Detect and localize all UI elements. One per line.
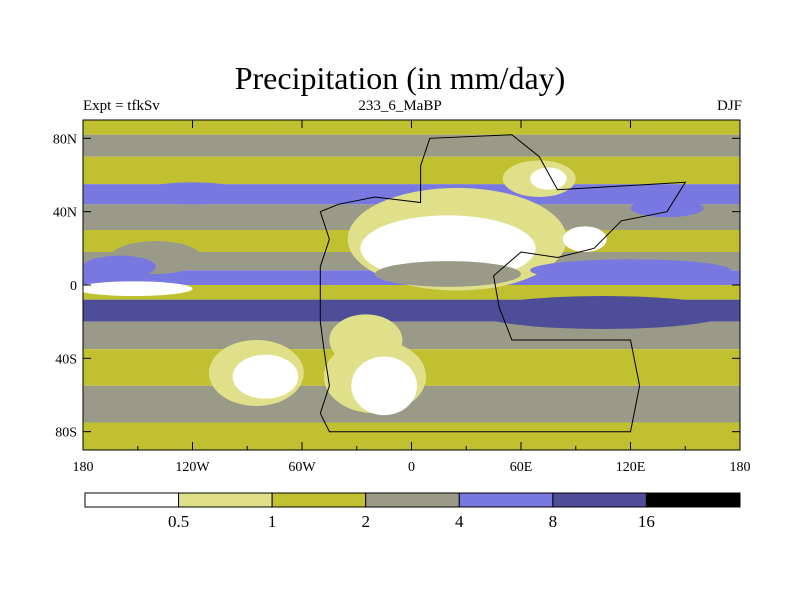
band-8	[83, 285, 740, 300]
colorbar-box-4	[458, 492, 554, 508]
y-tick-label-3: 40S	[55, 352, 77, 367]
colorbar-box-3	[365, 492, 460, 508]
patch-10	[562, 226, 607, 253]
patch-0	[83, 281, 193, 296]
patch-13	[475, 296, 731, 329]
colorbar-box-1	[178, 492, 273, 508]
experiment-label: Expt = tfkSv	[83, 98, 160, 114]
x-tick-label-2: 60W	[288, 460, 316, 475]
band-2	[83, 156, 740, 185]
colorbar-label-4: 8	[549, 512, 558, 531]
x-tick-label-0: 180	[73, 460, 94, 475]
y-tick-label-1: 40N	[53, 206, 77, 221]
patch-14	[375, 261, 521, 287]
contour-fields	[83, 120, 740, 450]
chart-title: Precipitation (in mm/day)	[234, 60, 566, 96]
patch-12	[530, 167, 567, 190]
patch-2	[83, 255, 156, 278]
colorbar-box-2	[271, 492, 367, 508]
time-label: 233_6_MaBP	[358, 98, 442, 114]
colorbar-label-1: 1	[268, 512, 277, 531]
patch-17	[630, 198, 704, 218]
patch-9	[232, 354, 299, 399]
x-tick-label-5: 120E	[616, 460, 646, 475]
x-tick-label-3: 0	[408, 460, 415, 475]
y-tick-label-4: 80S	[55, 426, 77, 441]
patch-16	[137, 182, 248, 205]
colorbar-label-3: 4	[455, 512, 464, 531]
x-tick-label-1: 120W	[175, 460, 210, 475]
band-1	[83, 134, 740, 157]
season-label: DJF	[716, 98, 742, 114]
y-tick-label-2: 0	[70, 279, 77, 294]
patch-15	[530, 259, 731, 282]
axes: 180 120W 60W 0 60E 120E 180 80N 40N 0 40S 80S	[53, 120, 751, 475]
x-tick-label-4: 60E	[510, 460, 533, 475]
colorbar-label-2: 2	[361, 512, 370, 531]
colorbar: 0.5 1 2 4 8 16	[84, 492, 741, 531]
continent-outline-line	[319, 134, 687, 433]
colorbar-box-6	[645, 492, 741, 508]
colorbar-box-5	[552, 492, 647, 508]
colorbar-box-0	[84, 492, 180, 508]
continent-outline	[319, 134, 687, 433]
patch-7	[351, 356, 417, 416]
colorbar-label-5: 16	[638, 512, 655, 531]
x-tick-label-6: 180	[730, 460, 751, 475]
y-tick-label-0: 80N	[53, 132, 77, 147]
colorbar-label-0: 0.5	[168, 512, 189, 531]
